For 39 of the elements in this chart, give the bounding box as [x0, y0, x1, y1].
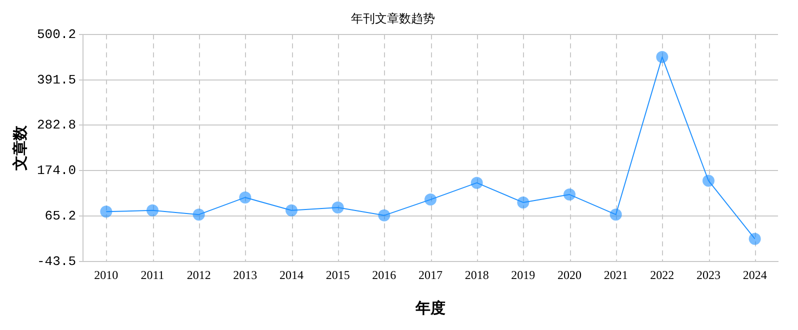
point [378, 209, 390, 222]
y-tick-label: 174.0 [36, 163, 76, 178]
y-tick-label: 500.2 [36, 26, 76, 42]
point [470, 176, 483, 189]
x-tick-label: 2017 [418, 268, 443, 282]
point [100, 206, 112, 218]
y-tick-label: 391.5 [36, 72, 76, 88]
x-tick-label: 2016 [372, 268, 396, 282]
x-tick-label: 2023 [696, 268, 720, 282]
point [192, 208, 205, 221]
point [332, 201, 344, 214]
y-tick-label: 282.8 [36, 118, 76, 133]
y-axis-title: 文章数 [10, 124, 29, 172]
x-tick-label: 2014 [280, 268, 304, 282]
y-tick-label: 65.2 [44, 208, 76, 224]
point [286, 204, 298, 216]
point [748, 232, 761, 245]
x-tick-label: 2019 [511, 268, 536, 282]
x-tick-label: 2020 [558, 268, 582, 282]
y-tick-label: -43.5 [36, 254, 76, 270]
x-tick-label: 2024 [742, 268, 767, 282]
point [656, 51, 668, 64]
point [702, 174, 714, 187]
x-tick-label: 2011 [140, 268, 164, 282]
point [564, 188, 576, 201]
x-tick-label: 2010 [94, 268, 118, 282]
point [239, 191, 252, 204]
x-tick-label: 2015 [326, 268, 350, 282]
x-tick-label: 2012 [186, 268, 211, 282]
point [517, 196, 530, 208]
x-tick-label: 2021 [604, 268, 628, 282]
x-axis-title: 年度 [414, 298, 446, 317]
point [610, 208, 622, 221]
chart-title: 年刊文章数趋势 [351, 11, 435, 26]
x-tick-label: 2018 [464, 268, 489, 282]
point [424, 194, 437, 206]
x-tick-label: 2022 [650, 268, 674, 282]
x-tick-label: 2013 [233, 268, 258, 282]
point [146, 204, 159, 216]
